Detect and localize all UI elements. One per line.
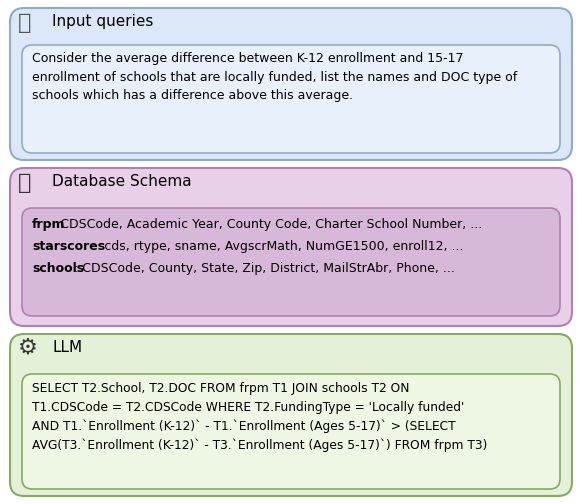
- FancyBboxPatch shape: [22, 374, 560, 489]
- Text: 🗄: 🗄: [18, 173, 31, 193]
- Text: starscores: starscores: [32, 240, 105, 253]
- Text: : CDSCode, County, State, Zip, District, MailStrAbr, Phone, ...: : CDSCode, County, State, Zip, District,…: [74, 262, 455, 275]
- Text: :CDSCode, Academic Year, County Code, Charter School Number, ...: :CDSCode, Academic Year, County Code, Ch…: [56, 218, 482, 231]
- FancyBboxPatch shape: [22, 45, 560, 153]
- FancyBboxPatch shape: [10, 8, 572, 160]
- Text: Input queries: Input queries: [52, 14, 154, 29]
- Text: ⚙: ⚙: [18, 338, 38, 358]
- Text: frpm: frpm: [32, 218, 66, 231]
- Text: SELECT T2.School, T2.DOC FROM frpm T1 JOIN schools T2 ON
T1.CDSCode = T2.CDSCode: SELECT T2.School, T2.DOC FROM frpm T1 JO…: [32, 382, 487, 452]
- Text: LLM: LLM: [52, 340, 82, 355]
- Text: 🧑: 🧑: [18, 13, 31, 33]
- FancyBboxPatch shape: [10, 168, 572, 326]
- Text: :  cds, rtype, sname, AvgscrMath, NumGE1500, enroll12, ...: : cds, rtype, sname, AvgscrMath, NumGE15…: [92, 240, 463, 253]
- Text: schools: schools: [32, 262, 84, 275]
- FancyBboxPatch shape: [22, 208, 560, 316]
- Text: Consider the average difference between K-12 enrollment and 15-17
enrollment of : Consider the average difference between …: [32, 52, 517, 102]
- FancyBboxPatch shape: [10, 334, 572, 496]
- Text: Database Schema: Database Schema: [52, 174, 191, 189]
